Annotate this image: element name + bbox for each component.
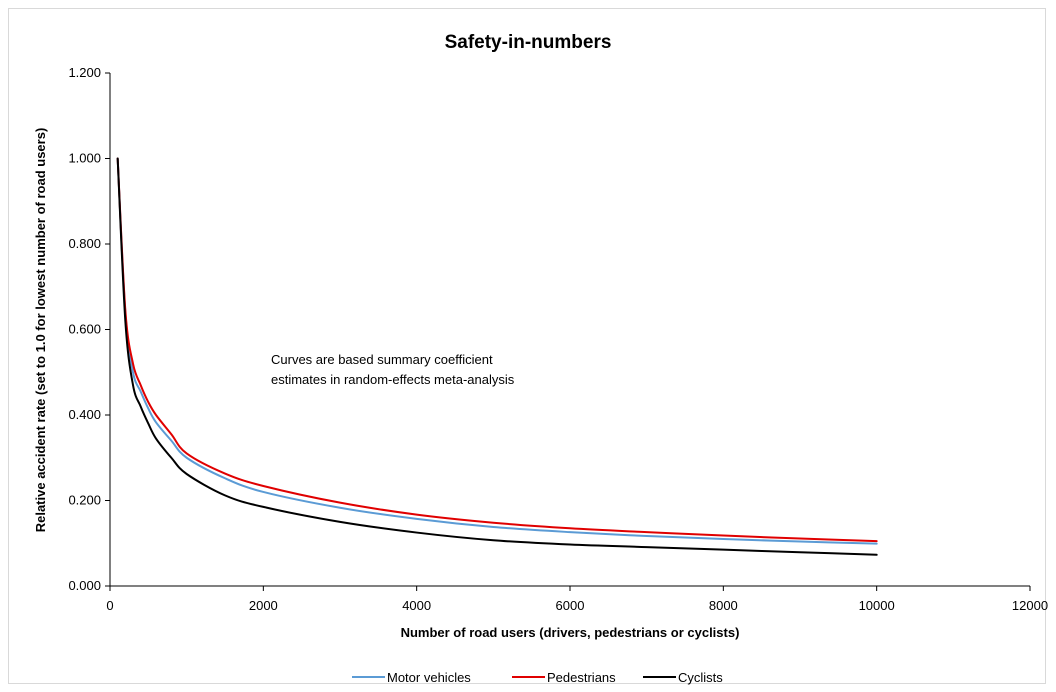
x-tick-label: 8000: [709, 598, 738, 613]
annotation: Curves are based summary coefficient est…: [271, 352, 515, 387]
series-lines: [116, 157, 878, 556]
x-axis-title: Number of road users (drivers, pedestria…: [401, 625, 740, 640]
y-tick-label: 0.800: [68, 236, 101, 251]
x-tick-label: 4000: [402, 598, 431, 613]
chart-title: Safety-in-numbers: [445, 32, 612, 53]
x-tick-label: 0: [106, 598, 113, 613]
x-tick-label: 6000: [556, 598, 585, 613]
series-line-pedestrians: [116, 157, 878, 543]
x-tick-label: 10000: [859, 598, 895, 613]
y-tick-label: 1.200: [68, 65, 101, 80]
y-tick-label: 0.600: [68, 322, 101, 337]
x-tick-label: 2000: [249, 598, 278, 613]
axes: [109, 73, 1030, 587]
y-tick-label: 0.400: [68, 407, 101, 422]
y-axis-ticks: 0.000 0.200 0.400 0.600 0.800 1.000 1.200: [68, 65, 110, 593]
y-tick-label: 1.000: [68, 151, 101, 166]
legend-label-motor-vehicles: Motor vehicles: [387, 670, 471, 685]
chart-frame: [8, 8, 1046, 684]
annotation-line-2: estimates in random-effects meta-analysi…: [271, 372, 515, 387]
x-axis-ticks: 0 2000 4000 6000 8000 10000 12000: [106, 586, 1048, 613]
legend: Motor vehicles Pedestrians Cyclists: [352, 670, 723, 685]
legend-label-pedestrians: Pedestrians: [547, 670, 616, 685]
legend-label-cyclists: Cyclists: [678, 670, 723, 685]
series-line-motor-vehicles: [116, 157, 878, 545]
y-tick-label: 0.200: [68, 493, 101, 508]
y-tick-label: 0.000: [68, 578, 101, 593]
y-axis-title: Relative accident rate (set to 1.0 for l…: [33, 128, 48, 533]
annotation-line-1: Curves are based summary coefficient: [271, 352, 493, 367]
series-line-cyclists: [116, 157, 878, 556]
x-tick-label: 12000: [1012, 598, 1048, 613]
